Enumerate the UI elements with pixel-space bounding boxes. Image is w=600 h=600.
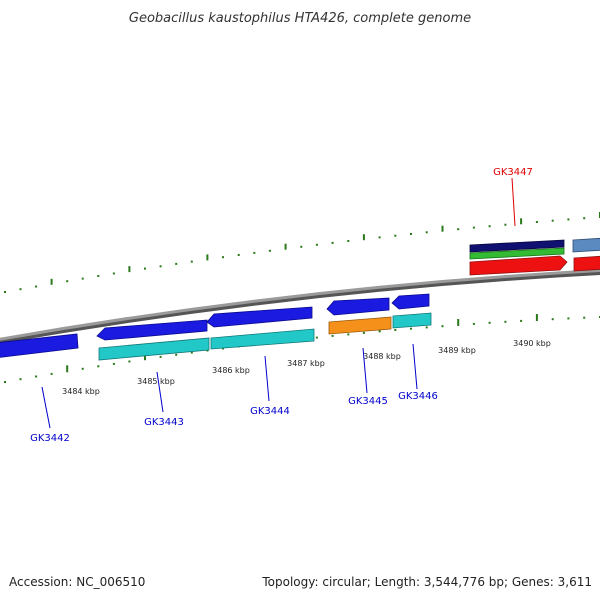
tick-label-3489: 3489 kbp: [438, 346, 476, 355]
tick-label-3484: 3484 kbp: [62, 387, 100, 396]
gene-gk3444-arrow[interactable]: [206, 306, 313, 328]
gene-gk3447-red-arrow[interactable]: [469, 255, 568, 276]
gene-gk3445-feature[interactable]: [328, 316, 392, 335]
tick-label-3488: 3488 kbp: [363, 352, 401, 361]
gene-gk3445-arrow[interactable]: [326, 297, 390, 316]
genome-backbone-shadow: [0, 270, 600, 344]
accession-label: Accession: NC_006510: [9, 575, 145, 589]
gene-gk3442-arrow[interactable]: [0, 333, 79, 358]
kbp-tick-labels: 3484 kbp 3485 kbp 3486 kbp 3487 kbp 3488…: [62, 339, 551, 396]
tick-label-3487: 3487 kbp: [287, 359, 325, 368]
tick-label-3490: 3490 kbp: [513, 339, 551, 348]
leader-gk3443: [156, 371, 164, 413]
genome-backbone: [0, 269, 600, 341]
gene-leader-lines: [41, 177, 516, 429]
gene-label-gk3445[interactable]: GK3445: [348, 396, 388, 407]
inner-tick-marks: [4, 314, 600, 383]
gene-label-gk3442[interactable]: GK3442: [30, 433, 70, 444]
map-title: Geobacillus kaustophilus HTA426, complet…: [129, 11, 471, 26]
leader-gk3442: [41, 386, 51, 429]
gene-labels: GK3442 GK3443 GK3444 GK3445 GK3446 GK344…: [30, 167, 533, 444]
gene-label-gk3447[interactable]: GK3447: [493, 167, 533, 178]
leader-gk3445: [362, 347, 368, 394]
gene-gk3446-arrow[interactable]: [391, 293, 430, 310]
gene-features: [0, 237, 600, 361]
gene-label-gk3446[interactable]: GK3446: [398, 391, 438, 402]
gene-gk3443-mrna[interactable]: [98, 337, 210, 361]
tick-label-3486: 3486 kbp: [212, 366, 250, 375]
outer-tick-marks: [4, 212, 600, 293]
tick-label-3485: 3485 kbp: [137, 377, 175, 386]
leader-gk3444: [264, 355, 270, 402]
gene-next-steel-bar[interactable]: [572, 237, 600, 253]
leader-gk3447: [511, 177, 516, 227]
leader-gk3446: [412, 343, 418, 390]
gene-gk3443-arrow[interactable]: [96, 319, 208, 341]
gene-gk3447-navy-bar[interactable]: [469, 239, 565, 253]
gene-gk3446-mrna[interactable]: [392, 312, 432, 329]
topology-label: Topology: circular; Length: 3,544,776 bp…: [261, 575, 592, 589]
gene-gk3447-green-bar[interactable]: [469, 247, 565, 260]
gene-label-gk3444[interactable]: GK3444: [250, 406, 290, 417]
gene-next-red-bar[interactable]: [573, 255, 600, 272]
gene-gk3444-mrna[interactable]: [210, 328, 315, 350]
gene-label-gk3443[interactable]: GK3443: [144, 417, 184, 428]
